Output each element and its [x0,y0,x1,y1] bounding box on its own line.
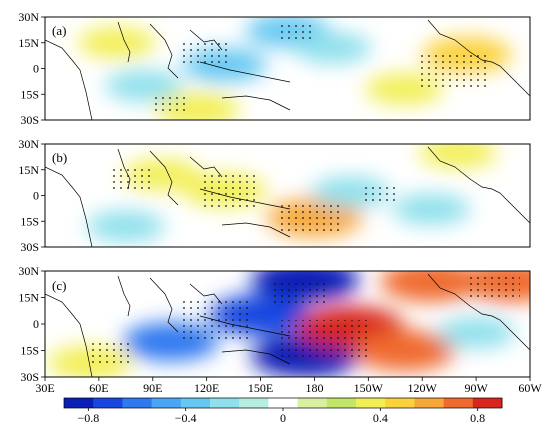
stipple-patch [470,275,520,300]
anomaly-feature [104,70,183,102]
colorbar-cell [239,398,269,408]
colorbar-labels: −0.8 −0.4 0 0.4 0.8 [77,408,485,425]
panel-c-stipple [90,275,520,365]
lon-tick-label: 90W [464,381,488,395]
colorbar-cell [356,398,386,408]
stipple-patch [280,25,315,40]
stipple-patch [110,165,150,190]
colorbar-tick-label: −0.8 [77,411,99,425]
lat-tick-label: 0 [33,317,39,331]
panel-b-stipple [110,165,400,235]
stipple-patch [90,340,130,365]
colorbar-tick-label: 0 [280,411,286,425]
lat-tick-label: 0 [33,62,39,76]
anomaly-feature [380,271,483,302]
anomaly-feature [86,210,165,242]
panel-c: (c) [44,270,531,378]
lat-tick-label: 30N [18,137,39,151]
colorbar-tick-label: 0.8 [470,411,485,425]
lat-tick-label: 30S [20,370,39,384]
colorbar-tick-label: −0.4 [175,411,197,425]
panel-a-coastlines [45,19,530,120]
lat-tick-label: 15S [20,214,39,228]
stipple-patch [180,40,230,65]
lon-tick-label: 60W [518,381,542,395]
lat-tick-label: 30S [20,113,39,127]
lon-tick-label: 180 [305,381,323,395]
colorbar-cell [122,398,153,408]
colorbar-cell [210,398,240,408]
lat-tick-label: 15S [20,87,39,101]
panel-b-coastlines [45,146,530,247]
stipple-patch [270,280,330,305]
colorbar: −0.8 −0.4 0 0.4 0.8 [63,397,503,425]
lat-tick-label: 30S [20,240,39,254]
lat-tick-label: 0 [33,189,39,203]
stipple-patch [280,320,370,360]
stipple-patch [150,95,190,115]
lon-tick-label: 120W [408,381,438,395]
lon-tick-label: 60E [89,381,108,395]
anomaly-feature [392,193,471,225]
stipple-patch [280,205,340,235]
panel-a-label: (a) [52,23,66,38]
lat-tick-label: 30N [18,10,39,24]
lon-tick-label: 30E [35,381,54,395]
lon-tick-label: 90E [143,381,162,395]
colorbar-cell [268,398,299,408]
lat-tick-label: 15S [20,344,39,358]
panel-b: (b) [44,143,531,248]
anomaly-feature [353,330,456,371]
latitude-axis: 30N 15N 0 15S 30S 30N 15N 0 15S 30S 30N 15N 0 15S 30S [18,10,45,384]
lon-tick-label: 120E [194,381,219,395]
colorbar-cell [297,398,328,408]
colorbar-cell [326,398,357,408]
panel-a: (a) [44,16,531,121]
anomaly-feature [293,32,372,64]
colorbar-cell [472,398,503,408]
lat-tick-label: 15N [18,163,39,177]
lon-tick-label: 150W [354,381,384,395]
colorbar-cell [385,398,415,408]
stipple-patch [360,185,400,205]
lat-tick-label: 30N [18,264,39,278]
anomaly-feature [419,144,498,169]
lat-tick-label: 15N [18,36,39,50]
colorbar-tick-label: 0.4 [373,411,388,425]
stipple-patch [420,55,490,90]
stipple-patch [200,175,260,210]
lon-tick-label: 150E [248,381,273,395]
lat-tick-label: 15N [18,291,39,305]
panel-a-stipple [150,25,490,115]
panel-b-label: (b) [52,150,67,165]
panel-c-coastlines [45,273,530,377]
colorbar-cells [64,398,503,408]
anomaly-feature [437,317,516,349]
colorbar-cell [180,398,211,408]
colorbar-cell [64,398,94,408]
longitude-axis: 30E 60E 90E 120E 150E 180 150W 120W 90W 60W [35,377,542,395]
colorbar-cell [443,398,474,408]
panel-c-label: (c) [52,278,66,293]
colorbar-cell [151,398,182,408]
anomaly-feature [77,27,156,59]
colorbar-cell [414,398,445,408]
colorbar-cell [93,398,123,408]
